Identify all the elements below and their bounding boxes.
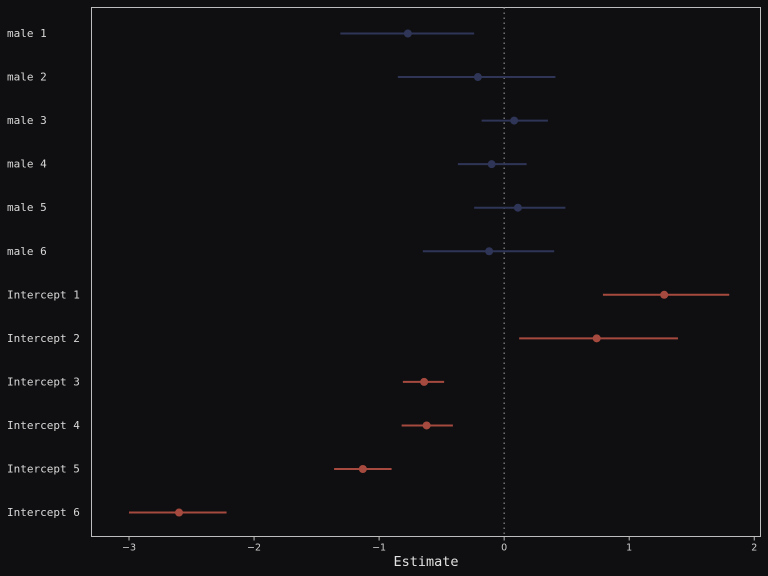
row-label: male 2 — [7, 71, 47, 84]
row-label: Intercept 3 — [7, 375, 80, 388]
row-label: male 1 — [7, 27, 47, 40]
estimate-point — [485, 247, 494, 256]
estimate-point — [510, 116, 519, 125]
estimate-point — [513, 203, 522, 212]
row-label: Intercept 6 — [7, 506, 80, 519]
row-label: Intercept 5 — [7, 463, 80, 476]
estimate-point — [592, 334, 601, 343]
estimate-point — [403, 29, 412, 38]
x-tick-label: 1 — [626, 543, 632, 554]
x-tick-label: −1 — [372, 543, 386, 554]
estimate-point — [487, 160, 496, 169]
row-label: male 3 — [7, 114, 47, 127]
estimate-point — [420, 377, 429, 386]
x-tick-label: −3 — [122, 543, 136, 554]
row-label: Intercept 2 — [7, 332, 80, 345]
estimate-point — [358, 465, 367, 473]
row-label: male 4 — [7, 158, 47, 171]
estimate-rows: male 1 male 2 male 3 male 4 male 5 male 6 Inte… — [7, 27, 730, 519]
estimate-point — [660, 290, 669, 299]
row-label: male 6 — [7, 245, 47, 258]
x-axis-title: Estimate — [393, 554, 458, 570]
x-tick-label: 0 — [501, 543, 507, 554]
estimate-point — [473, 73, 482, 82]
x-axis-ticks: −3 −2 −1 0 1 2 — [122, 536, 757, 554]
row-label: Intercept 1 — [7, 288, 80, 301]
x-tick-label: −2 — [247, 543, 261, 554]
x-tick-label: 2 — [751, 543, 757, 554]
estimate-point — [422, 421, 431, 430]
estimate-point — [175, 508, 184, 517]
plot-frame — [91, 7, 761, 537]
row-label: Intercept 4 — [7, 419, 80, 432]
row-label: male 5 — [7, 201, 47, 214]
